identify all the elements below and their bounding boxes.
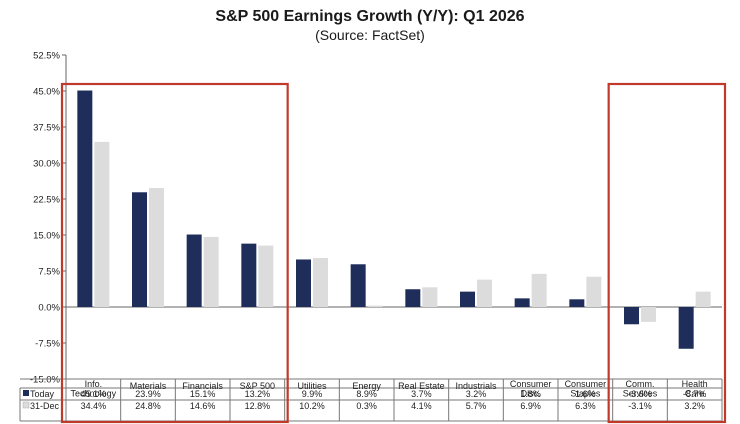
highlight-box <box>60 82 289 424</box>
legend-swatch-today <box>23 390 29 396</box>
value-label: 6.3% <box>575 401 596 411</box>
category-label: Staples <box>570 389 601 399</box>
bar-31-dec <box>258 245 274 307</box>
bar-31-dec <box>586 276 602 307</box>
bar-today <box>624 307 639 325</box>
bar-today <box>132 192 147 307</box>
bar-today <box>514 298 530 307</box>
bar-31-dec <box>641 307 656 322</box>
category-label: Info. <box>85 379 103 389</box>
value-label: 6.9% <box>520 401 541 411</box>
value-label: 8.9% <box>356 389 377 399</box>
value-label: 23.9% <box>135 389 161 399</box>
value-label: 9.9% <box>302 389 323 399</box>
y-tick-label: 0.0% <box>38 303 60 314</box>
value-label: 4.1% <box>411 401 432 411</box>
category-label: Health <box>682 379 708 389</box>
bar-31-dec <box>531 273 547 307</box>
value-label: 45.1% <box>81 389 107 399</box>
legend-label: 31-Dec <box>30 401 60 411</box>
value-label: 3.7% <box>411 389 432 399</box>
y-tick-label: 15.0% <box>33 231 60 242</box>
bar-today <box>77 90 93 308</box>
bar-today <box>186 234 202 307</box>
bar-31-dec <box>94 141 110 307</box>
category-label: Technology <box>71 389 117 399</box>
value-label: 13.2% <box>245 389 271 399</box>
highlight-box <box>607 82 727 424</box>
category-label: Materials <box>130 381 167 391</box>
y-tick-label: 45.0% <box>33 87 60 98</box>
category-label: Industrials <box>455 381 497 391</box>
y-tick-label: 37.5% <box>33 123 60 134</box>
legend-label: Today <box>30 389 55 399</box>
y-tick-label: -15.0% <box>30 375 61 386</box>
bar-today <box>460 291 475 307</box>
chart-title: S&P 500 Earnings Growth (Y/Y): Q1 2026 <box>215 8 525 25</box>
bar-today <box>241 243 257 307</box>
bar-today <box>678 307 694 349</box>
bar-31-dec <box>313 258 328 307</box>
category-label: Services <box>623 389 658 399</box>
category-label: Care <box>685 389 705 399</box>
value-label: -3.6% <box>628 389 652 399</box>
y-tick-label: 52.5% <box>33 51 60 62</box>
legend-swatch-31-dec <box>22 401 30 409</box>
y-tick-label: -7.5% <box>35 339 60 350</box>
category-label: Comm. <box>626 379 655 389</box>
value-label: 24.8% <box>135 401 161 411</box>
bar-today <box>350 264 366 307</box>
bar-today <box>405 289 421 307</box>
bar-31-dec <box>203 236 219 307</box>
category-label: Financials <box>182 381 223 391</box>
bar-31-dec <box>149 187 164 307</box>
bar-31-dec <box>695 291 711 307</box>
category-label: Real Estate <box>398 381 445 391</box>
bar-31-dec <box>477 279 492 307</box>
value-label: 3.2% <box>466 389 487 399</box>
bar-31-dec <box>422 287 438 307</box>
category-label: Consumer <box>565 379 607 389</box>
value-label: 10.2% <box>299 401 325 411</box>
value-label: -3.1% <box>628 401 652 411</box>
value-label: 14.6% <box>190 401 216 411</box>
chart-subtitle: (Source: FactSet) <box>315 27 425 43</box>
bar-today <box>296 259 311 307</box>
y-tick-label: 30.0% <box>33 159 60 170</box>
value-label: 0.3% <box>356 401 377 411</box>
category-label: Consumer <box>510 379 552 389</box>
category-label: Energy <box>352 381 381 391</box>
value-label: 3.2% <box>684 401 705 411</box>
category-label: Utilities <box>297 381 327 391</box>
category-label: S&P 500 <box>240 381 275 391</box>
value-label: 15.1% <box>190 389 216 399</box>
value-label: 1.6% <box>575 389 596 399</box>
value-label: 1.8% <box>520 389 541 399</box>
y-tick-label: 22.5% <box>33 195 60 206</box>
value-label: 5.7% <box>466 401 487 411</box>
value-label: 12.8% <box>245 401 271 411</box>
bar-today <box>569 299 585 307</box>
value-label: -8.7% <box>683 389 707 399</box>
y-tick-label: 7.5% <box>38 267 60 278</box>
value-label: 34.4% <box>81 401 107 411</box>
bar-31-dec <box>367 305 383 307</box>
category-label: Disc. <box>521 389 541 399</box>
